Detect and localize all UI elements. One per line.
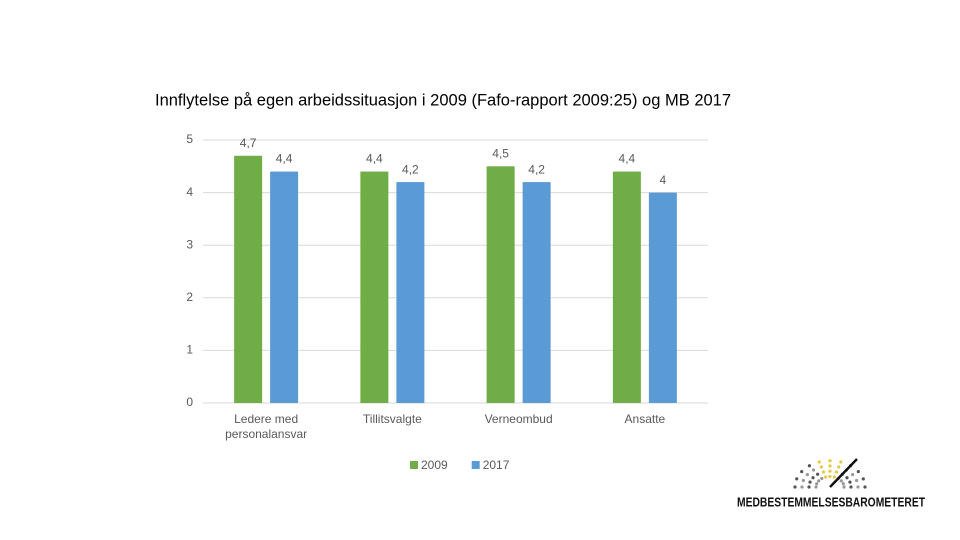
legend-swatch [410, 461, 418, 469]
chart-title: Innflytelse på egen arbeidssituasjon i 2… [155, 91, 731, 109]
value-label: 4,2 [402, 162, 419, 176]
logo-dot [816, 472, 820, 476]
x-label-box: Tillitsvalgte [362, 412, 422, 426]
logo-dot [821, 470, 826, 474]
logo-dot [828, 459, 832, 463]
logo-dot [832, 475, 836, 479]
x-tick-label: Ledere med personalansvar [225, 412, 308, 441]
bar [360, 171, 389, 403]
value-label: 4,2 [528, 162, 545, 176]
logo-dot [848, 480, 852, 484]
logo-dot [828, 464, 832, 468]
bar [234, 155, 263, 403]
logo-dot [815, 482, 819, 486]
logo-dot [800, 485, 804, 489]
value-label: 4,4 [619, 152, 636, 166]
logo-dot [856, 485, 860, 489]
x-label-box: Verneombud [484, 412, 553, 426]
bar [396, 182, 425, 403]
logo-dot [856, 469, 860, 474]
x-label-box: Ansatte [624, 412, 666, 426]
logo-dot [828, 469, 832, 473]
logo-dot [841, 482, 845, 486]
bar [522, 182, 551, 403]
y-tick-label: 0 [186, 395, 193, 409]
logo-dot [819, 465, 823, 469]
x-tick-label: Verneombud [484, 412, 553, 426]
x-tick-label: Ansatte [624, 412, 666, 426]
logo-dot [845, 476, 849, 480]
x-label-box: Ledere med personalansvar [225, 412, 308, 441]
logo-dot [811, 468, 816, 472]
logo-dot [861, 477, 865, 481]
logo-dot [855, 478, 859, 483]
y-tick-label: 2 [186, 290, 193, 304]
logo-dot [817, 460, 821, 464]
logo-dot [805, 473, 809, 477]
logo: MEDBESTEMMELSESBAROMETERET [737, 458, 925, 509]
logo-dot [793, 485, 797, 489]
value-label: 4,5 [492, 146, 509, 160]
logo-dot [851, 473, 855, 477]
legend-label: 2017 [483, 458, 510, 472]
logo-dot [807, 464, 812, 468]
bar [270, 171, 299, 403]
bar [486, 166, 515, 403]
logo-dot [800, 469, 804, 474]
logo-dot [837, 465, 841, 469]
logo-dot [811, 476, 815, 480]
logo-dot [849, 485, 853, 489]
logo-dot [814, 485, 818, 489]
logo-dot [863, 485, 867, 489]
value-label: 4,4 [276, 152, 293, 166]
logo-dot [834, 470, 839, 474]
bar [612, 171, 641, 403]
logo-dot [817, 479, 821, 483]
y-tick-label: 5 [186, 132, 193, 146]
value-label: 4,4 [366, 152, 383, 166]
y-tick-label: 1 [186, 343, 193, 357]
logo-dot [842, 485, 846, 489]
value-label: 4,7 [240, 136, 257, 150]
legend-swatch [471, 461, 480, 469]
logo-dot [801, 478, 805, 483]
x-tick-label: Tillitsvalgte [362, 412, 422, 426]
logo-text: MEDBESTEMMELSESBAROMETERET [737, 494, 925, 509]
logo-dot [808, 480, 812, 484]
logo-dot [824, 475, 828, 479]
logo-dot [839, 479, 843, 483]
value-label: 4 [660, 173, 667, 187]
logo-dot [820, 476, 824, 481]
logo-dot [807, 485, 811, 489]
y-tick-label: 4 [186, 185, 193, 199]
bar [648, 192, 677, 403]
logo-dot [795, 477, 799, 481]
logo-dot [839, 460, 843, 464]
logo-dot [828, 474, 832, 479]
legend-label: 2009 [421, 458, 448, 472]
logo-needle [829, 458, 858, 488]
y-tick-label: 3 [186, 237, 193, 251]
